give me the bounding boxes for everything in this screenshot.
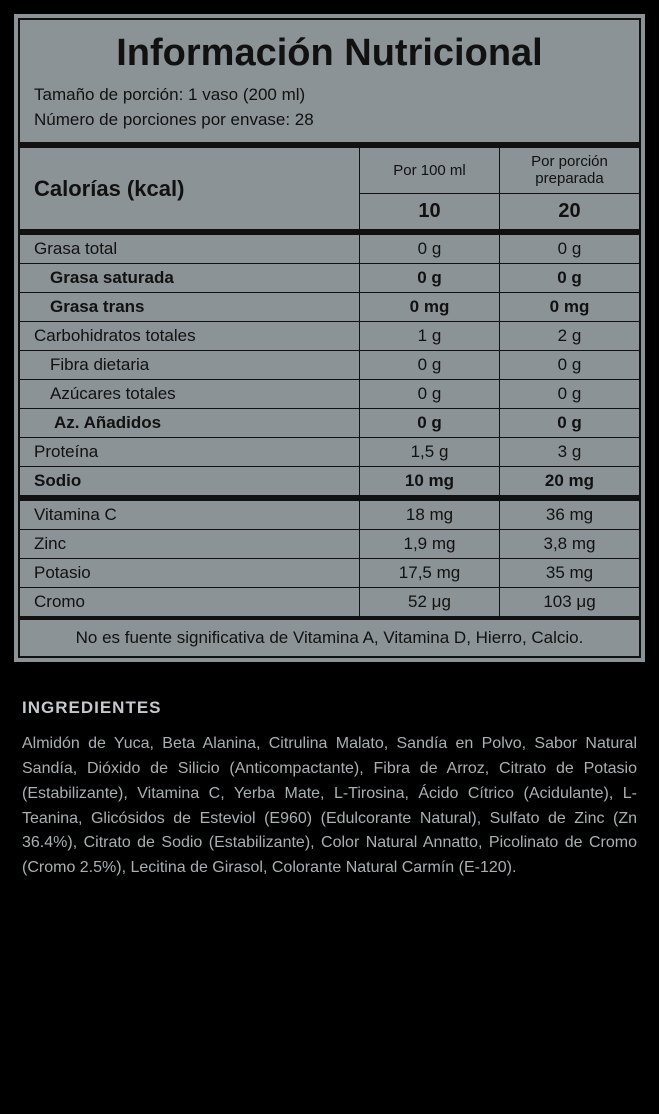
nutrient-per100: 1 g bbox=[359, 322, 499, 350]
vitamin-per100: 18 mg bbox=[359, 501, 499, 529]
vitamin-row: Potasio17,5 mg35 mg bbox=[20, 559, 639, 587]
nutrient-label: Grasa saturada bbox=[20, 264, 359, 292]
nutrient-perporcion: 2 g bbox=[499, 322, 639, 350]
nutrient-per100: 0 g bbox=[359, 351, 499, 379]
nutrient-label: Az. Añadidos bbox=[20, 409, 359, 437]
vitamin-perporcion: 103 μg bbox=[499, 588, 639, 616]
nutrient-label: Azúcares totales bbox=[20, 380, 359, 408]
col2-header: Por porción preparada bbox=[499, 148, 639, 193]
calories-header-row: Calorías (kcal) Por 100 ml Por porción p… bbox=[20, 148, 639, 229]
nutrient-per100: 0 g bbox=[359, 235, 499, 263]
vitamin-row: Cromo52 μg103 μg bbox=[20, 588, 639, 616]
nutrient-per100: 0 g bbox=[359, 380, 499, 408]
vitamin-perporcion: 3,8 mg bbox=[499, 530, 639, 558]
nutrient-label: Grasa trans bbox=[20, 293, 359, 321]
calories-per100: 10 bbox=[359, 194, 499, 229]
serving-meta: Tamaño de porción: 1 vaso (200 ml) Númer… bbox=[20, 83, 639, 142]
vitamin-perporcion: 36 mg bbox=[499, 501, 639, 529]
nutrient-label: Carbohidratos totales bbox=[20, 322, 359, 350]
nutrient-perporcion: 20 mg bbox=[499, 467, 639, 495]
nutrient-per100: 0 g bbox=[359, 264, 499, 292]
nutrient-perporcion: 0 g bbox=[499, 351, 639, 379]
vitamin-rows: Vitamina C18 mg36 mgZinc1,9 mg3,8 mgPota… bbox=[20, 501, 639, 616]
nutrient-row: Sodio10 mg20 mg bbox=[20, 467, 639, 495]
nutrient-row: Carbohidratos totales1 g2 g bbox=[20, 322, 639, 350]
nutrient-rows: Grasa total0 g0 gGrasa saturada0 g0 gGra… bbox=[20, 235, 639, 495]
col2-header-line2: preparada bbox=[535, 171, 603, 188]
nutrient-row: Proteína1,5 g3 g bbox=[20, 438, 639, 466]
vitamin-label: Vitamina C bbox=[20, 501, 359, 529]
nutrient-row: Grasa total0 g0 g bbox=[20, 235, 639, 263]
vitamin-perporcion: 35 mg bbox=[499, 559, 639, 587]
nutrient-perporcion: 0 g bbox=[499, 264, 639, 292]
vitamin-label: Zinc bbox=[20, 530, 359, 558]
nutrient-label: Proteína bbox=[20, 438, 359, 466]
nutrient-per100: 0 mg bbox=[359, 293, 499, 321]
nutrient-perporcion: 0 g bbox=[499, 380, 639, 408]
nutrient-label: Grasa total bbox=[20, 235, 359, 263]
vitamin-row: Zinc1,9 mg3,8 mg bbox=[20, 530, 639, 558]
servings-per-container: Número de porciones por envase: 28 bbox=[34, 108, 625, 133]
vitamin-per100: 52 μg bbox=[359, 588, 499, 616]
nutrient-perporcion: 3 g bbox=[499, 438, 639, 466]
calories-perporcion: 20 bbox=[499, 194, 639, 229]
col1-header: Por 100 ml bbox=[359, 148, 499, 193]
vitamin-row: Vitamina C18 mg36 mg bbox=[20, 501, 639, 529]
nutrient-label: Fibra dietaria bbox=[20, 351, 359, 379]
footnote: No es fuente significativa de Vitamina A… bbox=[20, 620, 639, 656]
nutrient-row: Fibra dietaria0 g0 g bbox=[20, 351, 639, 379]
serving-size: Tamaño de porción: 1 vaso (200 ml) bbox=[34, 83, 625, 108]
nutrient-perporcion: 0 g bbox=[499, 409, 639, 437]
vitamin-per100: 1,9 mg bbox=[359, 530, 499, 558]
nutrient-label: Sodio bbox=[20, 467, 359, 495]
ingredients-title: INGREDIENTES bbox=[22, 698, 637, 718]
nutrient-perporcion: 0 mg bbox=[499, 293, 639, 321]
nutrient-row: Az. Añadidos0 g0 g bbox=[20, 409, 639, 437]
nutrient-row: Grasa trans0 mg0 mg bbox=[20, 293, 639, 321]
nutrition-inner: Información Nutricional Tamaño de porció… bbox=[18, 18, 641, 658]
vitamin-label: Potasio bbox=[20, 559, 359, 587]
ingredients-body: Almidón de Yuca, Beta Alanina, Citrulina… bbox=[22, 732, 637, 881]
nutrient-per100: 1,5 g bbox=[359, 438, 499, 466]
ingredients-section: INGREDIENTES Almidón de Yuca, Beta Alani… bbox=[0, 676, 659, 881]
vitamin-per100: 17,5 mg bbox=[359, 559, 499, 587]
calories-label: Calorías (kcal) bbox=[20, 148, 359, 229]
panel-title: Información Nutricional bbox=[20, 20, 639, 83]
nutrition-panel: Información Nutricional Tamaño de porció… bbox=[8, 8, 651, 668]
nutrient-perporcion: 0 g bbox=[499, 235, 639, 263]
nutrient-row: Azúcares totales0 g0 g bbox=[20, 380, 639, 408]
nutrient-per100: 0 g bbox=[359, 409, 499, 437]
nutrient-per100: 10 mg bbox=[359, 467, 499, 495]
vitamin-label: Cromo bbox=[20, 588, 359, 616]
nutrient-row: Grasa saturada0 g0 g bbox=[20, 264, 639, 292]
col2-header-line1: Por porción bbox=[531, 154, 608, 171]
